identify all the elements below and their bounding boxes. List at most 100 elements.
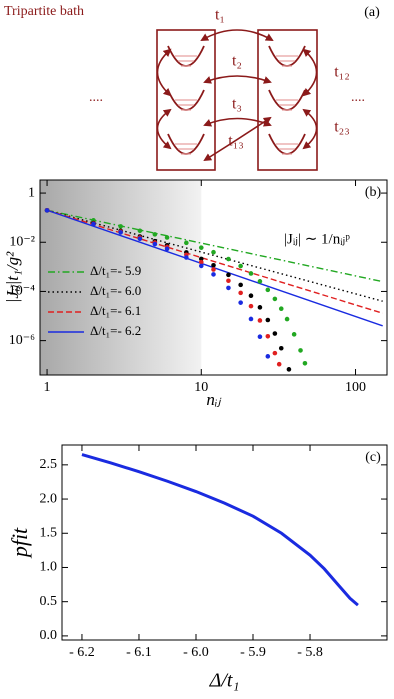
data-point — [137, 236, 143, 242]
data-point — [248, 303, 254, 309]
y-tick-label: 10⁻⁴ — [9, 284, 35, 299]
y-tick-label: 0.0 — [40, 628, 58, 643]
data-point — [257, 305, 263, 310]
x-tick-label: - 6.1 — [126, 645, 152, 660]
coupling-label: t₁ — [215, 7, 225, 24]
plot-area — [81, 453, 359, 607]
coupling-label: t₁₃ — [228, 133, 244, 150]
data-point — [278, 345, 284, 351]
legend-label: Δ/t₁=- 6.0 — [90, 283, 141, 298]
plot-area — [44, 208, 383, 372]
data-point — [137, 228, 143, 234]
plot-frame — [39, 179, 388, 376]
data-point — [265, 333, 271, 339]
coupling-label: t₂ — [232, 53, 242, 70]
data-point — [265, 287, 271, 293]
coupling-arrows — [156, 29, 318, 162]
y-axis-label: |Jᵢⱼ|t₁/g² — [3, 251, 22, 303]
data-point — [164, 235, 170, 240]
data-point — [211, 272, 216, 277]
x-tick-label: 100 — [345, 380, 366, 395]
data-point — [238, 282, 243, 288]
data-point — [152, 232, 158, 237]
x-tick-label: 10 — [194, 380, 208, 395]
ellipsis: .... — [89, 90, 103, 105]
data-point — [226, 278, 231, 284]
data-point — [198, 245, 204, 250]
data-point — [248, 271, 254, 276]
coupling-label: t₂₃ — [334, 119, 350, 136]
series-line — [81, 453, 359, 607]
data-point — [226, 256, 231, 262]
data-point — [278, 306, 284, 312]
series-line — [46, 209, 383, 314]
y-tick-label: 1 — [28, 185, 35, 200]
data-point — [184, 255, 189, 260]
data-point — [226, 272, 231, 278]
legend-label: Δ/t₁=- 6.1 — [90, 303, 141, 318]
data-point — [118, 230, 123, 235]
data-point — [211, 249, 216, 255]
bath-diagram — [156, 29, 318, 171]
y-tick-label: 2.0 — [40, 491, 58, 506]
data-point — [211, 262, 216, 268]
data-point — [248, 316, 254, 322]
plot-frame — [61, 444, 388, 641]
data-point — [298, 348, 303, 353]
panel-label: (a) — [364, 5, 380, 20]
data-point — [257, 279, 263, 284]
y-axis-label: pfit — [7, 527, 32, 559]
legend-label: Δ/t₁=- 6.2 — [90, 323, 141, 338]
data-point — [284, 316, 290, 322]
y-tick-label: 1.0 — [40, 560, 58, 575]
data-point — [198, 256, 204, 262]
data-point — [198, 263, 204, 269]
annotation: |Jᵢⱼ| ∼ 1/nᵢⱼᵖ — [284, 231, 350, 247]
x-axis-label: Δ/t₁ — [209, 670, 240, 692]
panel-label: (b) — [365, 185, 382, 200]
data-point — [198, 259, 204, 265]
x-tick-label: - 5.8 — [297, 645, 323, 660]
data-point — [272, 331, 278, 336]
x-tick-label: 1 — [44, 380, 51, 395]
x-axis-label: nᵢⱼ — [206, 390, 221, 409]
shaded-region — [40, 180, 202, 375]
legend-label: Δ/t₁=- 5.9 — [90, 263, 141, 278]
y-tick-label: 10⁻⁶ — [9, 333, 35, 348]
y-tick-label: 10⁻² — [9, 234, 35, 249]
series-line — [46, 209, 383, 283]
data-point — [238, 263, 243, 269]
diagram-title: Tripartite bath — [4, 4, 84, 19]
data-point — [286, 367, 292, 372]
box — [257, 29, 318, 171]
data-point — [272, 296, 278, 302]
data-point — [44, 208, 50, 213]
data-point — [265, 354, 271, 359]
data-point — [184, 240, 189, 246]
data-point — [257, 318, 263, 323]
data-point — [302, 360, 308, 366]
data-point — [238, 290, 243, 296]
data-point — [211, 267, 216, 272]
data-point — [91, 221, 96, 227]
data-point — [226, 285, 231, 291]
coupling-label: t₃ — [232, 96, 242, 113]
data-point — [152, 241, 158, 247]
x-tick-label: - 5.9 — [240, 645, 266, 660]
data-point — [265, 317, 271, 323]
box — [156, 29, 216, 171]
y-tick-label: 1.5 — [40, 525, 58, 540]
levels — [175, 55, 298, 155]
ellipsis: .... — [351, 90, 365, 105]
data-point — [118, 224, 123, 229]
y-tick-label: 0.5 — [40, 594, 58, 609]
data-point — [248, 293, 254, 299]
data-point — [257, 334, 263, 340]
data-point — [238, 300, 243, 305]
y-tick-label: 2.5 — [40, 457, 58, 472]
x-tick-label: - 6.2 — [69, 645, 95, 660]
data-point — [291, 332, 297, 337]
data-point — [272, 350, 278, 356]
coupling-label: t₁₂ — [334, 64, 350, 81]
data-point — [276, 361, 282, 367]
